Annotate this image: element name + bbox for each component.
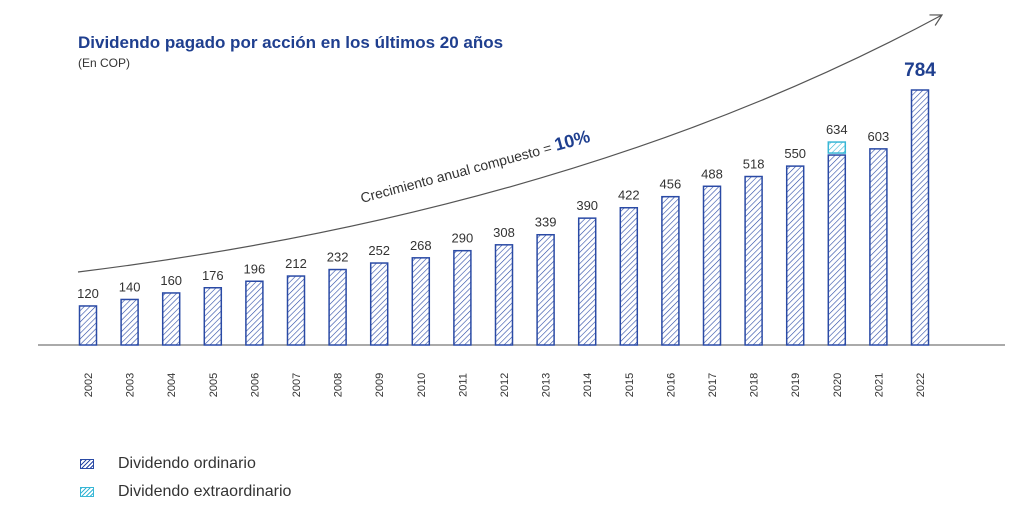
bar-ordinary-2013 bbox=[536, 233, 555, 346]
bar-ordinary-2021 bbox=[869, 148, 888, 346]
bar-ordinary-2017 bbox=[702, 185, 722, 346]
data-label-2013: 339 bbox=[535, 215, 557, 230]
x-tick-label-2022: 2022 bbox=[915, 373, 927, 397]
x-tick-label-2015: 2015 bbox=[624, 373, 636, 397]
data-label-2008: 232 bbox=[327, 250, 349, 265]
x-tick-label-2013: 2013 bbox=[541, 373, 553, 397]
data-label-2021: 603 bbox=[868, 129, 890, 144]
data-label-2003: 140 bbox=[119, 279, 141, 294]
data-label-2014: 390 bbox=[576, 198, 598, 213]
legend-label-extraordinary: Dividendo extraordinario bbox=[118, 483, 292, 500]
bar-ordinary-2010 bbox=[411, 257, 431, 346]
data-label-2020: 634 bbox=[826, 122, 848, 137]
bars-group: 120 2002 140 2003 160 2004 176 2005 196 2006 212 20… bbox=[77, 60, 936, 397]
bar-ordinary-2006 bbox=[245, 280, 264, 346]
legend-item-ordinary: Dividendo ordinario bbox=[80, 455, 256, 473]
growth-trend-arrow bbox=[77, 14, 944, 273]
legend-label-ordinary: Dividendo ordinario bbox=[118, 455, 256, 472]
data-label-2011: 290 bbox=[452, 231, 474, 246]
data-label-2004: 160 bbox=[160, 273, 182, 288]
legend-swatch-ordinary bbox=[80, 458, 94, 469]
data-label-2002: 120 bbox=[77, 286, 99, 301]
bar-ordinary-2022 bbox=[910, 89, 930, 346]
x-tick-label-2010: 2010 bbox=[416, 373, 428, 397]
data-label-2018: 518 bbox=[743, 157, 765, 172]
bar-ordinary-2007 bbox=[286, 275, 306, 346]
growth-annotation-label: Crecimiento anual compuesto = bbox=[359, 138, 557, 206]
legend-swatch-extraordinary bbox=[80, 486, 94, 497]
bar-extraordinary-2020 bbox=[827, 141, 847, 154]
x-tick-label-2016: 2016 bbox=[665, 373, 677, 397]
x-tick-label-2017: 2017 bbox=[707, 373, 719, 397]
data-label-2009: 252 bbox=[368, 243, 390, 258]
x-tick-label-2020: 2020 bbox=[832, 373, 844, 397]
chart-subtitle: (En COP) bbox=[78, 56, 131, 70]
x-tick-label-2009: 2009 bbox=[374, 373, 386, 397]
bar-ordinary-2018 bbox=[744, 175, 763, 346]
x-tick-label-2021: 2021 bbox=[873, 373, 885, 397]
bar-ordinary-2015 bbox=[619, 206, 639, 346]
growth-annotation: Crecimiento anual compuesto = 10% bbox=[358, 126, 592, 207]
bar-ordinary-2009 bbox=[369, 262, 389, 346]
data-label-2022: 784 bbox=[904, 60, 936, 81]
bar-ordinary-2005 bbox=[203, 287, 223, 346]
data-label-2007: 212 bbox=[285, 256, 307, 271]
x-tick-label-2012: 2012 bbox=[499, 373, 511, 397]
data-label-2019: 550 bbox=[784, 146, 806, 161]
x-tick-label-2019: 2019 bbox=[790, 373, 802, 397]
data-label-2006: 196 bbox=[244, 261, 266, 276]
data-label-2016: 456 bbox=[660, 177, 682, 192]
growth-annotation-value: 10% bbox=[552, 126, 592, 155]
x-tick-label-2018: 2018 bbox=[749, 373, 761, 397]
bar-ordinary-2019 bbox=[785, 165, 805, 346]
bar-ordinary-2008 bbox=[328, 268, 347, 346]
bar-ordinary-2003 bbox=[120, 298, 139, 346]
bar-ordinary-2011 bbox=[453, 249, 472, 346]
x-tick-label-2006: 2006 bbox=[249, 373, 261, 397]
x-tick-label-2008: 2008 bbox=[333, 373, 345, 397]
data-label-2017: 488 bbox=[701, 166, 723, 181]
bar-ordinary-2020 bbox=[827, 154, 847, 346]
x-tick-label-2004: 2004 bbox=[166, 373, 178, 397]
data-label-2005: 176 bbox=[202, 268, 224, 283]
data-label-2012: 308 bbox=[493, 225, 515, 240]
chart-title: Dividendo pagado por acción en los últim… bbox=[78, 33, 504, 52]
data-label-2010: 268 bbox=[410, 238, 432, 253]
x-tick-label-2007: 2007 bbox=[291, 373, 303, 397]
bar-ordinary-2002 bbox=[78, 305, 98, 346]
legend-item-extraordinary: Dividendo extraordinario bbox=[80, 483, 291, 501]
bar-ordinary-2016 bbox=[661, 195, 680, 346]
bar-ordinary-2004 bbox=[161, 292, 181, 346]
x-tick-label-2002: 2002 bbox=[83, 373, 95, 397]
x-tick-label-2011: 2011 bbox=[457, 373, 469, 397]
x-tick-label-2003: 2003 bbox=[125, 373, 137, 397]
data-label-2015: 422 bbox=[618, 188, 640, 203]
x-tick-label-2014: 2014 bbox=[582, 373, 594, 397]
bar-ordinary-2012 bbox=[494, 244, 514, 346]
x-tick-label-2005: 2005 bbox=[208, 373, 220, 397]
bar-ordinary-2014 bbox=[577, 217, 597, 346]
